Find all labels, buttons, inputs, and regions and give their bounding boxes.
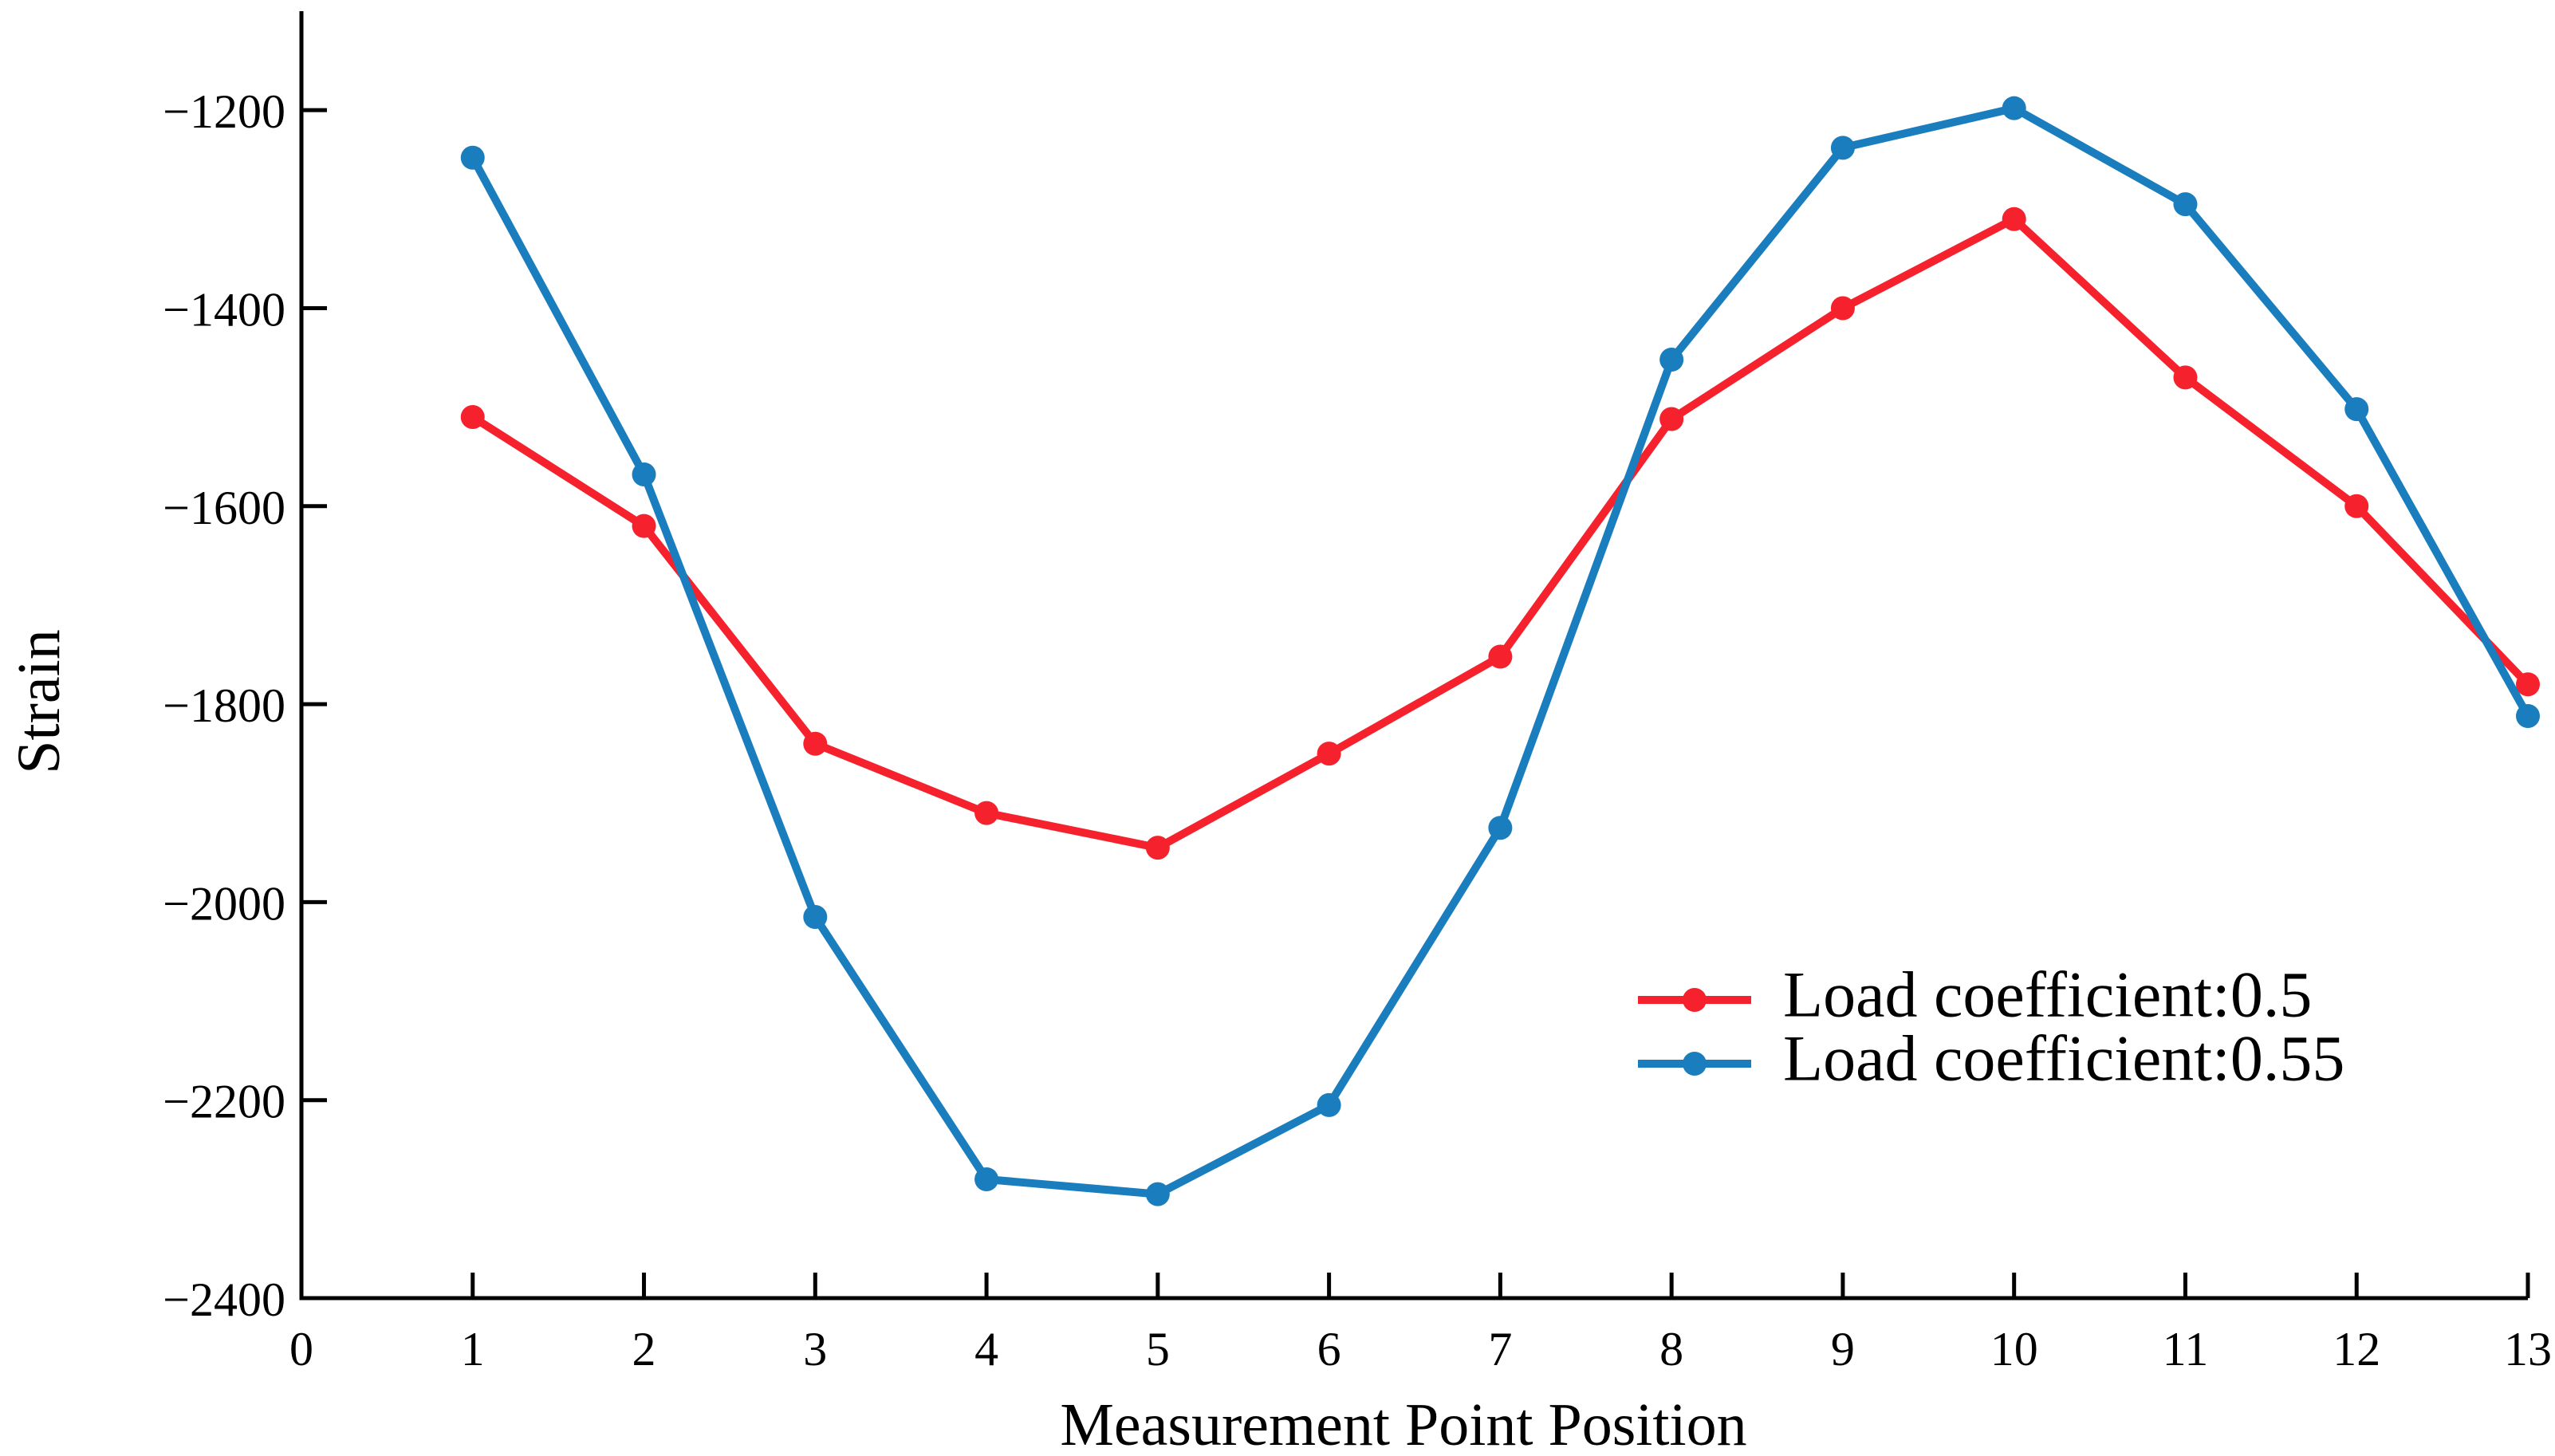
y-tick-label: −1200 [163, 85, 285, 138]
data-point [1488, 644, 1513, 669]
y-tick-label: −1800 [163, 679, 285, 732]
series-line-0 [468, 214, 2532, 852]
chart-axes [299, 11, 2528, 1301]
data-point [803, 905, 828, 930]
series-0 [460, 207, 2540, 860]
data-point [1659, 407, 1684, 431]
x-tick-label: 3 [803, 1323, 827, 1375]
x-tick-label: 1 [461, 1323, 485, 1375]
data-point [1317, 1092, 1341, 1117]
data-point [2344, 397, 2369, 422]
x-tick-label: 10 [1990, 1323, 2038, 1375]
legend-label-1: Load coefficient:0.55 [1783, 1022, 2344, 1095]
x-tick-label: 8 [1659, 1323, 1683, 1375]
data-point [2173, 192, 2198, 217]
data-point [460, 145, 485, 170]
data-point [2344, 494, 2369, 518]
series-layer [460, 96, 2540, 1206]
x-tick-label: 6 [1317, 1323, 1341, 1375]
data-point [1659, 348, 1684, 372]
legend-marker-1 [1683, 1052, 1707, 1076]
y-tick-label: −2000 [163, 877, 285, 930]
x-tick-label: 13 [2504, 1323, 2552, 1375]
data-point [460, 405, 485, 430]
data-point [1317, 742, 1341, 766]
x-tick-label: 5 [1146, 1323, 1170, 1375]
x-tick-label: 0 [289, 1323, 313, 1375]
data-point [2002, 207, 2026, 231]
data-point [803, 731, 828, 756]
data-point [1488, 816, 1513, 840]
data-point [1830, 136, 1855, 160]
data-point [2173, 365, 2198, 390]
y-tick-label: −1600 [163, 482, 285, 534]
data-point [974, 801, 999, 825]
legend-label-0: Load coefficient:0.5 [1783, 958, 2312, 1031]
x-axis-ticks: 0 1 2 3 4 5 6 7 8 9 10 11 12 13 [289, 1273, 2552, 1375]
x-tick-label: 11 [2163, 1323, 2209, 1375]
x-tick-label: 9 [1831, 1323, 1855, 1375]
y-axis-ticks: −2400 −2200 −2000 −1800 −1600 −1400 −1200 [163, 85, 327, 1326]
x-tick-label: 7 [1488, 1323, 1512, 1375]
data-point [2516, 672, 2540, 697]
y-tick-label: −2400 [163, 1273, 285, 1326]
legend: Load coefficient:0.5 Load coefficient:0.… [1638, 958, 2344, 1095]
data-point [2516, 703, 2540, 728]
y-tick-label: −1400 [163, 283, 285, 336]
y-tick-label: −2200 [163, 1076, 285, 1128]
data-point [632, 462, 656, 487]
x-axis-title: Measurement Point Position [1060, 1391, 1746, 1456]
data-point [1145, 836, 1170, 860]
data-point [974, 1167, 999, 1192]
legend-marker-0 [1683, 988, 1707, 1012]
x-tick-label: 12 [2333, 1323, 2380, 1375]
y-axis-title: Strain [6, 629, 73, 774]
series-1 [460, 96, 2540, 1206]
x-tick-label: 2 [632, 1323, 656, 1375]
data-point [1145, 1182, 1170, 1206]
data-point [2002, 96, 2026, 120]
x-tick-label: 4 [974, 1323, 998, 1375]
data-point [1830, 296, 1855, 321]
data-point [632, 514, 656, 538]
